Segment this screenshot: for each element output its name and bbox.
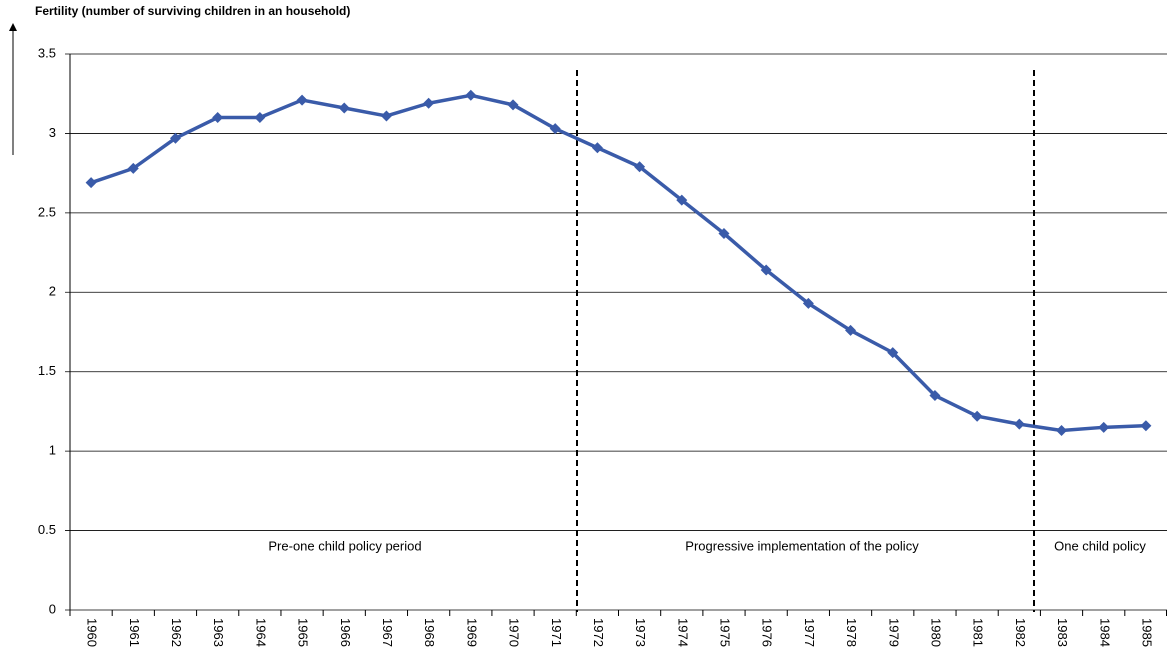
x-tick-label: 1979 [886, 618, 901, 647]
x-tick-label: 1975 [718, 618, 733, 647]
x-tick-label: 1971 [549, 618, 564, 647]
x-tick-label: 1982 [1013, 618, 1028, 647]
marker [549, 123, 561, 135]
x-tick-label: 1980 [929, 618, 944, 647]
x-tick-label: 1968 [422, 618, 437, 647]
marker [929, 390, 941, 402]
x-tick-label: 1984 [1097, 618, 1112, 647]
x-tick-label: 1965 [296, 618, 311, 647]
y-tick-label: 0.5 [38, 522, 56, 537]
x-tick-label: 1973 [633, 618, 648, 647]
marker [85, 177, 97, 189]
marker [169, 132, 181, 144]
x-tick-label: 1967 [380, 618, 395, 647]
x-tick-label: 1981 [971, 618, 986, 647]
marker [254, 112, 266, 124]
marker [507, 99, 519, 111]
y-tick-label: 3.5 [38, 45, 56, 60]
marker [802, 297, 814, 309]
x-tick-label: 1962 [169, 618, 184, 647]
x-tick-label: 1972 [591, 618, 606, 647]
marker [760, 264, 772, 276]
marker [465, 89, 477, 101]
marker [212, 112, 224, 124]
x-tick-label: 1960 [85, 618, 100, 647]
annotation: One child policy [1054, 538, 1146, 553]
marker [887, 347, 899, 359]
marker [423, 97, 435, 109]
x-tick-label: 1974 [675, 618, 690, 647]
marker [634, 161, 646, 173]
x-tick-label: 1985 [1139, 618, 1154, 647]
marker [338, 102, 350, 114]
marker [1098, 421, 1110, 433]
marker [591, 142, 603, 154]
marker [127, 162, 139, 174]
x-tick-label: 1970 [507, 618, 522, 647]
y-axis-label: Fertility (number of surviving children … [35, 4, 350, 18]
y-tick-label: 2 [49, 284, 56, 299]
marker [676, 194, 688, 206]
marker [380, 110, 392, 122]
x-tick-label: 1983 [1055, 618, 1070, 647]
y-tick-label: 2.5 [38, 204, 56, 219]
annotation: Pre-one child policy period [268, 538, 421, 553]
y-tick-label: 3 [49, 125, 56, 140]
y-tick-label: 0 [49, 601, 56, 616]
marker [971, 410, 983, 422]
x-tick-label: 1977 [802, 618, 817, 647]
marker [718, 228, 730, 240]
marker [1056, 424, 1068, 436]
marker [296, 94, 308, 106]
arrow-head [9, 23, 17, 31]
marker [845, 324, 857, 336]
x-tick-label: 1976 [760, 618, 775, 647]
y-tick-label: 1 [49, 443, 56, 458]
x-tick-label: 1969 [464, 618, 479, 647]
x-tick-label: 1978 [844, 618, 859, 647]
x-tick-label: 1961 [127, 618, 142, 647]
marker [1013, 418, 1025, 430]
line [90, 93, 1146, 433]
x-tick-label: 1966 [338, 618, 353, 647]
marker [1140, 420, 1152, 432]
x-tick-label: 1964 [253, 618, 268, 647]
x-tick-label: 1963 [211, 618, 226, 647]
annotation: Progressive implementation of the policy [685, 538, 919, 553]
y-tick-label: 1.5 [38, 363, 56, 378]
